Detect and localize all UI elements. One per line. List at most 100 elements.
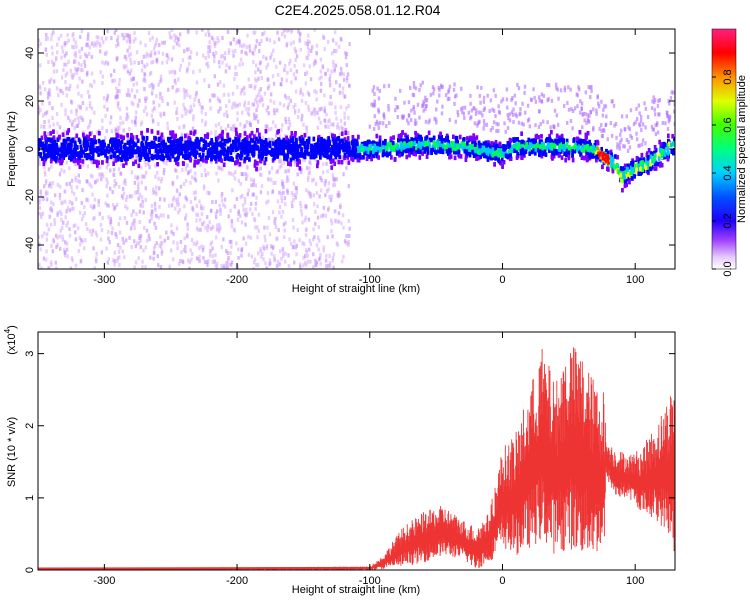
heatmap-cell [144,265,147,269]
heatmap-cell [92,246,95,251]
heatmap-cell [223,204,227,209]
heatmap-cell [173,167,177,172]
heatmap-cell [162,213,165,218]
heatmap-cell [278,261,282,266]
heatmap-cell [138,209,142,214]
heatmap-cell [214,235,218,240]
heatmap-cell [76,116,79,121]
heatmap-cell [306,39,310,44]
heatmap-cell [222,265,225,269]
heatmap-cell [66,220,69,225]
heatmap-cell [77,104,80,109]
heatmap-cell [289,68,293,73]
heatmap-cell [87,51,91,56]
heatmap-cell [125,39,129,44]
heatmap-cell [65,86,68,91]
heatmap-cell [76,226,80,231]
heatmap-cell [256,225,259,230]
heatmap-cell [50,59,54,64]
heatmap-cell [306,44,310,49]
heatmap-cell [220,191,224,196]
heatmap-cell [202,53,205,58]
heatmap-cell [317,247,320,252]
heatmap-cell [302,122,305,127]
heatmap-cell [78,179,81,184]
heatmap-cell [287,168,290,173]
heatmap-cell [220,198,224,203]
heatmap-cell [266,191,270,196]
heatmap-cell [319,120,322,125]
heatmap-cell [149,255,152,260]
heatmap-cell [201,105,204,110]
heatmap-cell [65,241,69,246]
heatmap-cell [346,241,350,246]
heatmap-cell [266,86,270,91]
heatmap-cell [284,133,287,138]
heatmap-cell [325,253,328,258]
heatmap-cell [111,78,114,83]
heatmap-cell [171,130,175,135]
heatmap-cell [263,234,267,239]
heatmap-cell [274,133,278,138]
heatmap-cell [125,106,129,111]
heatmap-cell [179,239,183,244]
heatmap-cell [236,111,239,116]
heatmap-cell [186,151,189,156]
heatmap-cell [48,181,52,186]
heatmap-cell [229,41,232,46]
heatmap-cell [207,54,210,59]
heatmap-cell [333,183,337,188]
heatmap-cell [324,124,327,129]
heatmap-cell [106,260,110,265]
heatmap-cell [280,256,283,261]
heatmap-cell [304,100,308,105]
heatmap-cell [293,239,296,244]
heatmap-cell [320,106,323,111]
heatmap-cell [139,122,143,127]
heatmap-cell [253,116,256,121]
heatmap-cell [67,166,71,171]
heatmap-cell [142,248,145,253]
heatmap-cell [105,50,108,55]
heatmap-cell [195,256,199,261]
heatmap-cell [129,57,132,62]
heatmap-cell [335,41,338,46]
heatmap-cell [58,193,62,198]
heatmap-cell [56,121,59,126]
heatmap-cell [304,71,307,76]
heatmap-cell [116,129,120,134]
heatmap-cell [98,49,102,54]
heatmap-cell [200,206,203,211]
heatmap-cell [139,203,142,208]
heatmap-cell [175,35,178,40]
heatmap-cell [332,122,335,127]
heatmap-cell [208,191,211,196]
heatmap-cell [211,199,214,204]
heatmap-cell [241,110,244,115]
heatmap-cell [259,69,262,74]
heatmap-cell [115,235,118,240]
heatmap-cell [161,99,164,104]
heatmap-cell [295,186,298,191]
heatmap-cell [343,121,347,126]
heatmap-cell [338,90,342,95]
heatmap-cell [271,189,275,194]
heatmap-cell [135,110,138,115]
heatmap-cell [213,43,217,48]
heatmap-cell [241,44,244,49]
heatmap-cell [62,220,65,225]
heatmap-cell [50,184,53,189]
heatmap-cell [334,30,337,35]
heatmap-cell [335,158,338,163]
heatmap-cell [70,73,73,78]
heatmap-cell [200,173,203,178]
heatmap-cell [214,215,218,220]
heatmap-cell [41,145,44,151]
heatmap-cell [285,96,288,101]
heatmap-cell [43,170,47,175]
heatmap-cell [169,248,173,253]
heatmap-cell [302,63,306,68]
heatmap-cell [68,233,72,238]
heatmap-cell [64,108,67,113]
heatmap-cell [79,68,83,73]
